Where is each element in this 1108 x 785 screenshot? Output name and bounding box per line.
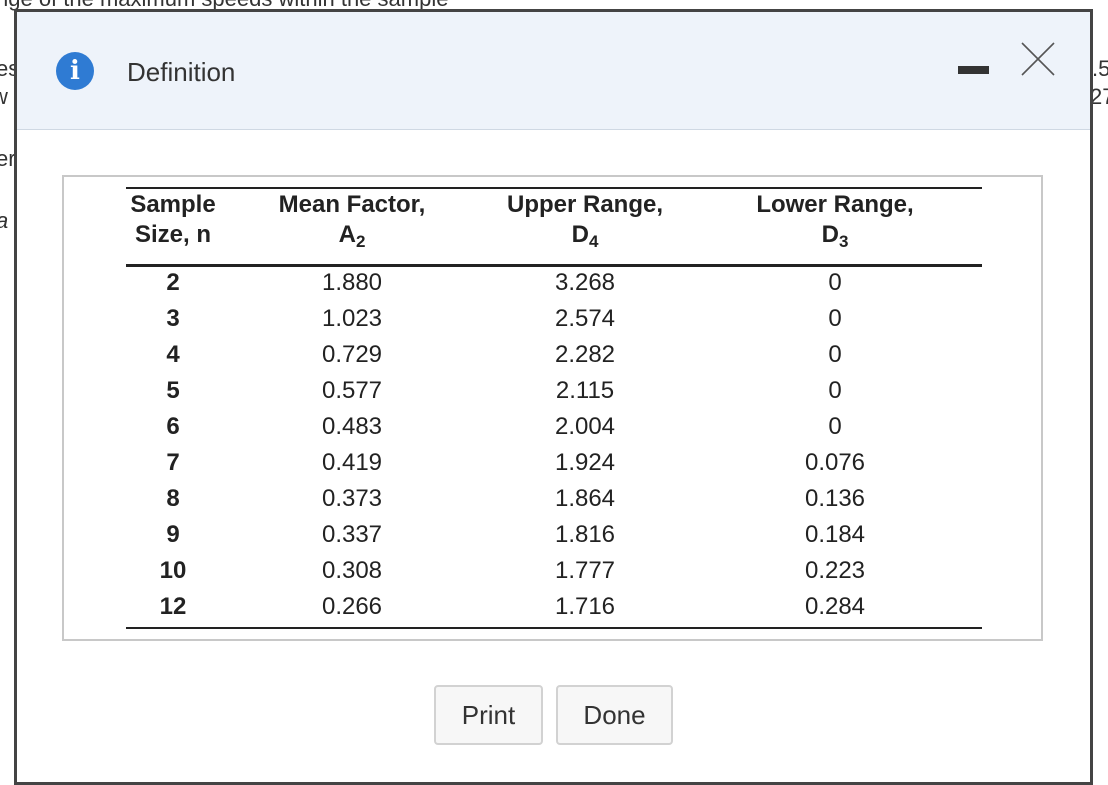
- dialog-title: Definition: [127, 57, 236, 87]
- table-rule: [126, 627, 982, 629]
- subscript: 2: [355, 232, 366, 251]
- table-cell: 0.308: [321, 557, 383, 584]
- table-cell: 0.136: [804, 485, 866, 512]
- header-symbol: D4: [475, 220, 695, 257]
- table-container: Sample Size, n Mean Factor, A2 Upper Range, D…: [62, 175, 1043, 641]
- table-cell: 0.577: [321, 377, 383, 404]
- table-cell: 0.373: [321, 485, 383, 512]
- dialog-header: i Definition: [17, 12, 1090, 130]
- table-cell: 1.023: [321, 305, 383, 332]
- background-text: a: [0, 208, 8, 234]
- table-cell: 0.419: [321, 449, 383, 476]
- table-cell: 1.880: [321, 269, 383, 296]
- table-cell: 9: [166, 521, 180, 548]
- info-icon: i: [56, 52, 94, 90]
- symbol: D: [821, 221, 839, 248]
- column-header: Mean Factor, A2: [242, 190, 462, 257]
- table-cell: 1.816: [554, 521, 616, 548]
- symbol: A: [338, 221, 356, 248]
- header-symbol: A2: [242, 220, 462, 257]
- table-cell: 0.184: [804, 521, 866, 548]
- table-cell: 2.574: [554, 305, 616, 332]
- table-cell: 0.223: [804, 557, 866, 584]
- table-rule: [126, 187, 982, 189]
- table-cell: 4: [166, 341, 180, 368]
- header-line: Mean Factor,: [278, 191, 426, 218]
- background-text: w: [0, 84, 8, 110]
- background-text: nge of the maximum speeds within the sam…: [0, 0, 448, 12]
- table-cell: 0: [828, 269, 842, 296]
- table-cell: 0.266: [321, 593, 383, 620]
- table-cell: 3.268: [554, 269, 616, 296]
- table-cell: 0: [828, 305, 842, 332]
- table-cell: 10: [159, 557, 187, 584]
- done-button[interactable]: Done: [556, 685, 673, 745]
- subscript: 3: [838, 232, 849, 251]
- table-cell: 1.716: [554, 593, 616, 620]
- table-cell: 8: [166, 485, 180, 512]
- column-header: Upper Range, D4: [475, 190, 695, 257]
- table-cell: 0.284: [804, 593, 866, 620]
- table-cell: 0.483: [321, 413, 383, 440]
- print-button[interactable]: Print: [434, 685, 543, 745]
- column-header: Lower Range, D3: [725, 190, 945, 257]
- table-cell: 7: [166, 449, 180, 476]
- table-rule: [126, 264, 982, 267]
- table-cell: 0: [828, 377, 842, 404]
- table-cell: 0: [828, 413, 842, 440]
- table-cell: 0: [828, 341, 842, 368]
- table-cell: 2: [166, 269, 180, 296]
- minimize-button[interactable]: [958, 66, 989, 74]
- dialog: i Definition Sample Size, n Mean Factor, A2…: [14, 9, 1093, 785]
- table-cell: 0.337: [321, 521, 383, 548]
- table-cell: 6: [166, 413, 180, 440]
- table-cell: 1.864: [554, 485, 616, 512]
- column-header: Sample Size, n: [63, 190, 283, 250]
- background-text: er: [0, 146, 16, 171]
- header-line: Size, n: [134, 221, 212, 248]
- table-cell: 1.777: [554, 557, 616, 584]
- symbol: D: [571, 221, 589, 248]
- header-line: Upper Range,: [506, 191, 664, 218]
- table-cell: 2.115: [555, 377, 615, 404]
- table-cell: 1.924: [554, 449, 616, 476]
- close-button[interactable]: [1020, 41, 1056, 77]
- header-line: Lower Range,: [756, 191, 914, 218]
- table-cell: 0.729: [321, 341, 383, 368]
- table-cell: 2.004: [554, 413, 616, 440]
- table-cell: 2.282: [554, 341, 616, 368]
- background-text: 27: [1090, 84, 1108, 109]
- table-cell: 5: [166, 377, 180, 404]
- background-text: .5: [1092, 56, 1108, 81]
- subscript: 4: [588, 232, 599, 251]
- table-cell: 12: [159, 593, 187, 620]
- header-symbol: D3: [725, 220, 945, 257]
- header-line: Sample: [130, 191, 216, 218]
- table-cell: 0.076: [804, 449, 866, 476]
- table-cell: 3: [166, 305, 180, 332]
